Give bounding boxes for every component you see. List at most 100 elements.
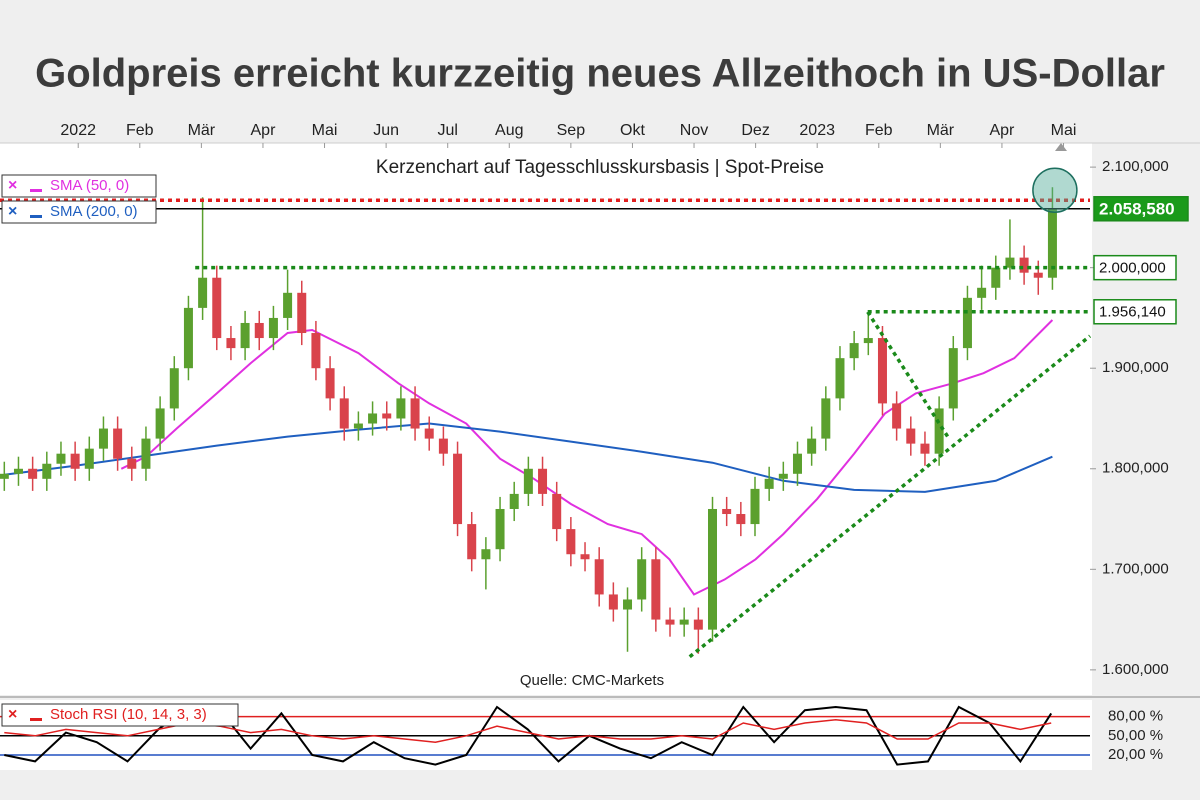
- candle-body: [566, 529, 576, 555]
- candle-body: [410, 398, 420, 429]
- legend-swatch: [30, 189, 42, 192]
- candle-body: [977, 287, 987, 298]
- candle-body: [42, 463, 52, 479]
- x-tick-label: Mai: [312, 122, 338, 139]
- candle-body: [212, 277, 222, 339]
- x-tick-label: Dez: [741, 122, 769, 139]
- candle-body: [481, 549, 491, 560]
- x-tick-label: Jul: [437, 122, 457, 139]
- candle-body: [1033, 272, 1043, 278]
- x-tick-label: Feb: [126, 122, 154, 139]
- x-tick-label: Aug: [495, 122, 523, 139]
- candle-body: [311, 333, 321, 369]
- plot-area: [0, 143, 1092, 695]
- candle-body: [849, 343, 859, 359]
- candle-body: [623, 599, 633, 610]
- y-tick-label: 1.700,000: [1102, 560, 1169, 577]
- level-label: 1.956,140: [1099, 304, 1166, 321]
- trend-line: [866, 310, 952, 441]
- candle-body: [396, 398, 406, 419]
- candle-body: [948, 348, 958, 409]
- candle-body: [113, 428, 123, 459]
- candle-body: [608, 594, 618, 610]
- candle-body: [750, 488, 760, 525]
- candle-body: [155, 408, 165, 439]
- source-note: Quelle: CMC-Markets: [520, 672, 664, 689]
- candle-body: [778, 473, 788, 479]
- candle-body: [169, 368, 179, 409]
- candle-body: [1019, 257, 1029, 273]
- candle-body: [807, 438, 817, 454]
- sma-line: [4, 422, 1053, 493]
- x-tick-label: Feb: [865, 122, 893, 139]
- candle-body: [835, 358, 845, 399]
- y-tick-label: 1.800,000: [1102, 460, 1169, 477]
- x-tick-label: Apr: [251, 122, 277, 139]
- level-label-box: [1093, 196, 1189, 222]
- candle-body: [254, 322, 264, 339]
- candle-body: [127, 458, 137, 469]
- candle-body: [56, 453, 66, 464]
- candle-body: [268, 317, 278, 339]
- candle-body: [368, 413, 378, 424]
- candle-body: [13, 468, 23, 474]
- candle-body: [538, 468, 548, 494]
- candle-body: [594, 559, 604, 595]
- candle-body: [325, 368, 335, 399]
- x-tick-label: Mai: [1051, 122, 1077, 139]
- highlight-circle: [1032, 167, 1078, 213]
- x-tick-label: Jun: [373, 122, 399, 139]
- candle-body: [679, 619, 689, 625]
- candle-body: [523, 468, 533, 494]
- panel-title: Stoch RSI (10, 14, 3, 3): [50, 706, 207, 723]
- candle-body: [297, 292, 307, 334]
- candle-body: [934, 408, 944, 454]
- chart-title: Goldpreis erreicht kurzzeitig neues Allz…: [35, 52, 1165, 96]
- legend-box: [1, 703, 239, 727]
- candle-body: [283, 292, 293, 318]
- candle-body: [920, 443, 930, 454]
- x-tick-label: 2022: [60, 122, 96, 139]
- legend-close-icon: ×: [8, 177, 17, 194]
- x-tick-label: Okt: [620, 122, 645, 139]
- candle-body: [382, 413, 392, 419]
- candle-body: [863, 338, 873, 344]
- level-label: 2.058,580: [1099, 199, 1175, 218]
- level-label-box: [1093, 254, 1177, 281]
- candle-body: [665, 619, 675, 625]
- y-tick-label: 20,00 %: [1108, 746, 1163, 763]
- candle-body: [693, 619, 703, 630]
- candle-body: [637, 559, 647, 600]
- x-tick-label: Mär: [188, 122, 216, 139]
- x-tick-label: Sep: [557, 122, 586, 139]
- x-tick-label: Apr: [989, 122, 1015, 139]
- y-tick-label: 1.600,000: [1102, 661, 1169, 678]
- candle-body: [552, 493, 562, 530]
- candle-body: [906, 428, 916, 444]
- candle-body: [183, 307, 193, 369]
- y-tick-label: 50,00 %: [1108, 727, 1163, 744]
- candle-body: [424, 428, 434, 439]
- candle-body: [764, 478, 774, 489]
- x-tick-label: Nov: [680, 122, 708, 139]
- legend-label: SMA (50, 0): [50, 177, 129, 194]
- x-tick-label: 2023: [799, 122, 835, 139]
- legend-close-icon: ×: [8, 203, 17, 220]
- candle-body: [240, 322, 250, 349]
- y-tick-label: 1.900,000: [1102, 359, 1169, 376]
- candle-body: [98, 428, 108, 449]
- candle-body: [0, 473, 9, 479]
- candle-body: [438, 438, 448, 454]
- candle-body: [141, 438, 151, 469]
- candle-body: [736, 514, 746, 525]
- candle-body: [1005, 257, 1015, 268]
- candle-body: [453, 453, 463, 525]
- candle-body: [792, 453, 802, 474]
- candle-body: [28, 468, 38, 479]
- candle-body: [722, 508, 732, 515]
- x-tick-label: Mär: [927, 122, 955, 139]
- candle-body: [651, 559, 661, 620]
- y-tick-label: 80,00 %: [1108, 708, 1163, 725]
- candle-body: [509, 493, 519, 509]
